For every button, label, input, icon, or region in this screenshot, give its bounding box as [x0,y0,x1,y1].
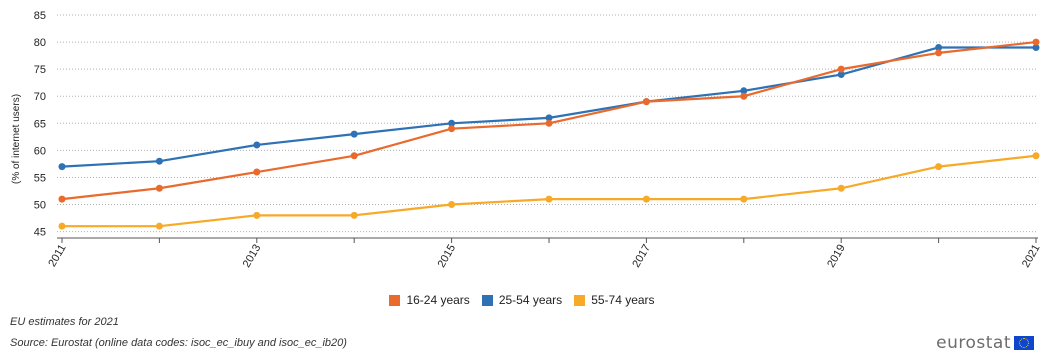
legend-label: 16-24 years [406,293,470,307]
data-point[interactable] [155,157,163,165]
source-note: Source: Eurostat (online data codes: iso… [10,337,347,349]
legend-item[interactable]: 25-54 years [481,293,563,307]
data-point[interactable] [740,87,748,95]
data-point[interactable] [1032,43,1040,51]
data-point[interactable] [448,119,456,127]
x-tick-label: 2015 [436,243,459,270]
data-point[interactable] [448,125,456,133]
logo-text: eurostat [936,333,1011,353]
data-point[interactable] [350,130,358,138]
data-point[interactable] [642,195,650,203]
data-point[interactable] [58,222,66,230]
data-point[interactable] [1032,152,1040,160]
series-group [58,38,1040,230]
series-line [61,46,1036,168]
x-tick-label: 2013 [241,243,264,270]
data-point[interactable] [253,211,261,219]
x-axis: 2011 2013 2015 2017 2019 2021 [46,237,1043,270]
data-point[interactable] [155,184,163,192]
eurostat-logo: eurostat [936,333,1034,353]
data-point[interactable] [935,49,943,57]
data-point[interactable] [545,195,553,203]
y-tick-label: 80 [34,37,46,49]
y-tick-label: 45 [34,227,46,239]
y-tick-label: 70 [34,91,46,103]
y-axis: 45 50 55 60 65 70 75 80 85 [34,10,46,239]
data-point[interactable] [545,114,553,122]
data-point[interactable] [253,141,261,149]
data-point[interactable] [935,43,943,51]
series-line [62,154,1037,228]
y-tick-label: 85 [34,10,46,22]
y-tick-label: 60 [34,145,46,157]
data-point[interactable] [740,92,748,100]
legend-swatch [481,294,493,306]
data-point[interactable] [740,195,748,203]
legend: 16-24 years 25-54 years 55-74 years [0,293,1044,307]
data-point[interactable] [58,163,66,171]
legend-swatch [389,294,401,306]
estimate-note: EU estimates for 2021 [10,316,119,328]
y-axis-title: (% of internet users) [11,94,22,184]
data-point[interactable] [935,163,943,171]
data-point[interactable] [837,184,845,192]
y-tick-label: 55 [34,172,46,184]
data-point[interactable] [837,71,845,79]
data-point[interactable] [58,195,66,203]
legend-label: 25-54 years [498,293,563,307]
eu-flag-icon [1014,336,1034,350]
data-point[interactable] [448,201,456,209]
y-tick-label: 75 [34,64,46,76]
data-point[interactable] [350,152,358,160]
x-tick-label: 2021 [1020,243,1043,270]
data-point[interactable] [1032,38,1040,46]
data-point[interactable] [350,211,358,219]
x-tick-label: 2019 [825,243,848,270]
data-point[interactable] [545,119,553,127]
data-point[interactable] [837,65,845,73]
legend-label: 55-74 years [591,293,655,307]
legend-item[interactable]: 55-74 years [574,293,655,307]
x-tick-label: 2011 [46,243,68,269]
legend-swatch [574,294,586,306]
y-tick-label: 50 [34,200,46,212]
y-tick-label: 65 [34,118,46,130]
x-tick-label: 2017 [630,243,653,270]
legend-item[interactable]: 16-24 years [389,293,470,307]
data-point[interactable] [155,222,163,230]
data-point[interactable] [642,98,650,106]
data-point[interactable] [253,168,261,176]
